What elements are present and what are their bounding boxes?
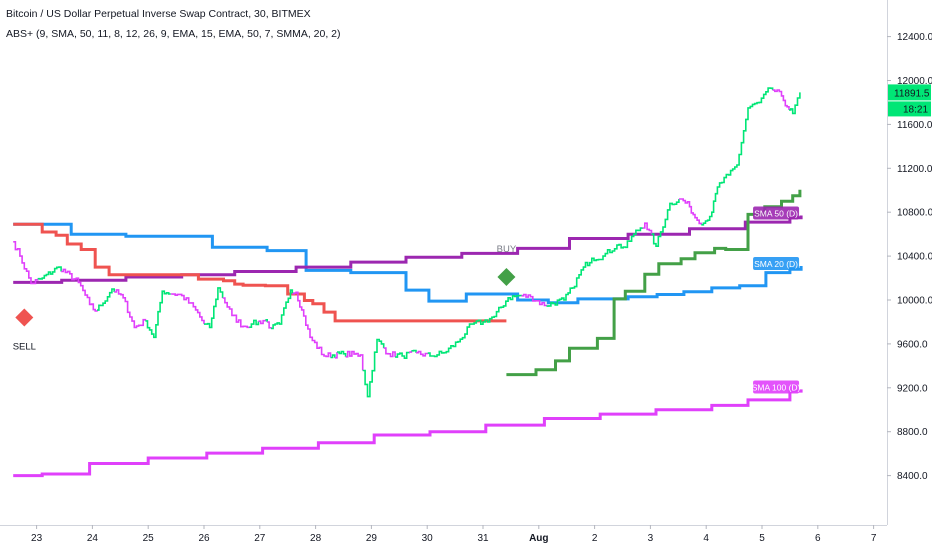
time-tick-label: 5 [759, 533, 765, 544]
price-tick-label: 9200.0 [897, 383, 928, 394]
price-segment [292, 291, 332, 358]
marker-layer: SELL BUY SMA 50 (D) SMA 20 (D) SMA 100 (D) [13, 206, 801, 394]
sma-50-d-label: SMA 50 (D) [754, 208, 798, 218]
sma-50-d-label-bg [753, 206, 800, 220]
price-segment [267, 321, 272, 329]
sell-signal-marker [15, 308, 34, 327]
time-tick-label: 23 [31, 533, 43, 544]
sma-100-d-label: SMA 100 (D) [752, 382, 801, 392]
time-tick-label: 2 [592, 533, 598, 544]
price-tick-label: 12000.0 [897, 76, 932, 87]
time-tick-label: 28 [310, 533, 322, 544]
price-segment [345, 350, 364, 371]
sma-20-d-line [13, 222, 803, 305]
price-segment [249, 319, 260, 328]
price-segment [651, 199, 680, 247]
buy-signal-marker [497, 267, 516, 286]
series-layer [13, 87, 803, 478]
price-segment [521, 293, 548, 307]
price-segment [772, 89, 790, 110]
price-tick-label: 11600.0 [897, 120, 932, 131]
sma-20-d-label: SMA 20 (D) [754, 259, 798, 269]
price-segment [409, 350, 413, 353]
price-segment [271, 289, 294, 330]
trailing-stop-down-line [13, 222, 507, 323]
time-tick-label: 30 [422, 533, 434, 544]
time-tick-label: 3 [648, 533, 654, 544]
time-tick-label: 26 [198, 533, 210, 544]
price-segment [37, 266, 62, 280]
price-segment [114, 289, 147, 329]
price-segment [546, 227, 644, 307]
price-segment [61, 268, 98, 312]
price-tick-label: 8800.0 [897, 427, 928, 438]
sma-100-d-line [13, 389, 803, 478]
time-tick-label: 25 [143, 533, 155, 544]
time-tick-label: 31 [477, 533, 489, 544]
price-segment [97, 288, 115, 311]
time-tick-label: 6 [815, 533, 821, 544]
price-segment [330, 354, 336, 359]
price-segment [334, 352, 338, 359]
price-segment [145, 290, 171, 339]
price-tick-label: 11200.0 [897, 164, 932, 175]
time-tick-label: 4 [703, 533, 709, 544]
sell-signal-label: SELL [13, 342, 36, 353]
price-segment [701, 87, 774, 226]
price-tick-label: 10400.0 [897, 252, 932, 263]
study-legend: ABS+ (9, SMA, 50, 11, 8, 12, 26, 9, EMA,… [6, 28, 341, 40]
buy-signal-label: BUY [497, 244, 517, 255]
last-price-value: 11891.5 [894, 88, 930, 99]
price-tick-label: 8400.0 [897, 471, 928, 482]
price-segment [337, 350, 347, 357]
bar-countdown: 18:21 [903, 104, 928, 115]
time-tick-label: 24 [87, 533, 99, 544]
price-segment [258, 319, 267, 325]
time-tick-label: Aug [529, 533, 548, 544]
price-segment [170, 293, 205, 325]
price-segment [222, 297, 251, 329]
time-tick-label: 29 [366, 533, 378, 544]
price-segment [416, 350, 429, 357]
price-segment [427, 294, 523, 358]
price-segment [411, 349, 417, 353]
time-tick-label: 7 [871, 533, 877, 544]
sma-50-d-line [13, 215, 803, 284]
price-segment [678, 198, 703, 225]
sma-20-d-label-bg [753, 256, 800, 270]
price-segment [383, 347, 396, 358]
bar-countdown-badge [888, 101, 931, 117]
price-segment [13, 241, 39, 285]
price-segment [642, 222, 653, 235]
price-tick-label: 9600.0 [897, 339, 928, 350]
price-segment [789, 92, 801, 115]
price-tick-label: 10000.0 [897, 296, 932, 307]
sma-100-d-label-bg [753, 380, 800, 394]
price-segment [204, 287, 224, 329]
price-tick-label: 10800.0 [897, 208, 932, 219]
price-segment [395, 351, 410, 359]
last-price-badge [888, 84, 931, 101]
time-tick-label: 27 [254, 533, 266, 544]
symbol-title: Bitcoin / US Dollar Perpetual Inverse Sw… [6, 8, 311, 20]
price-tick-label: 12400.0 [897, 32, 932, 43]
price-segment [362, 338, 385, 398]
